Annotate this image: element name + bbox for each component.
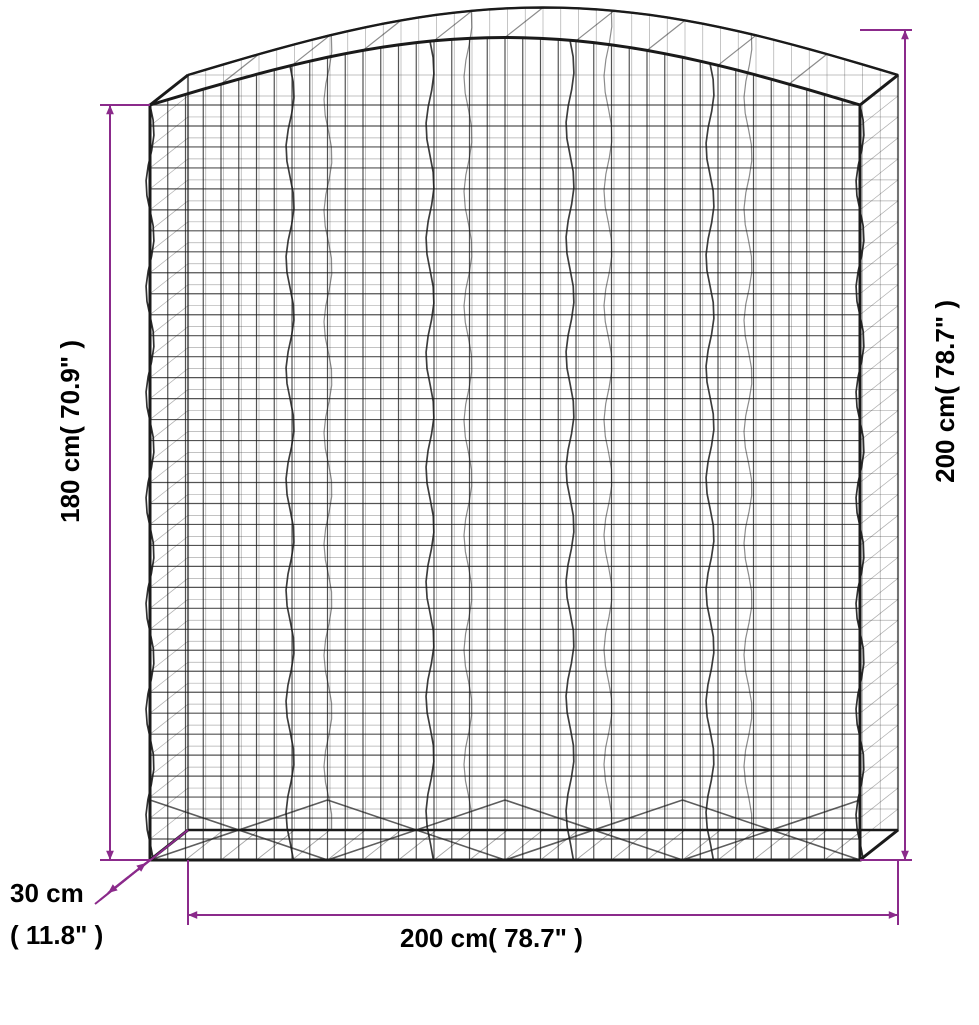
dimension-label-depth-1: 30 cm	[10, 878, 84, 909]
dimension-label-depth-2: ( 11.8" )	[10, 920, 103, 951]
diagram-svg	[0, 0, 979, 1020]
dimension-label-height-left: 180 cm( 70.9" )	[55, 340, 86, 523]
technical-diagram: 180 cm( 70.9" ) 200 cm( 78.7" ) 200 cm( …	[0, 0, 979, 1020]
dimension-label-height-right: 200 cm( 78.7" )	[930, 300, 961, 483]
dimension-label-width: 200 cm( 78.7" )	[400, 923, 583, 954]
